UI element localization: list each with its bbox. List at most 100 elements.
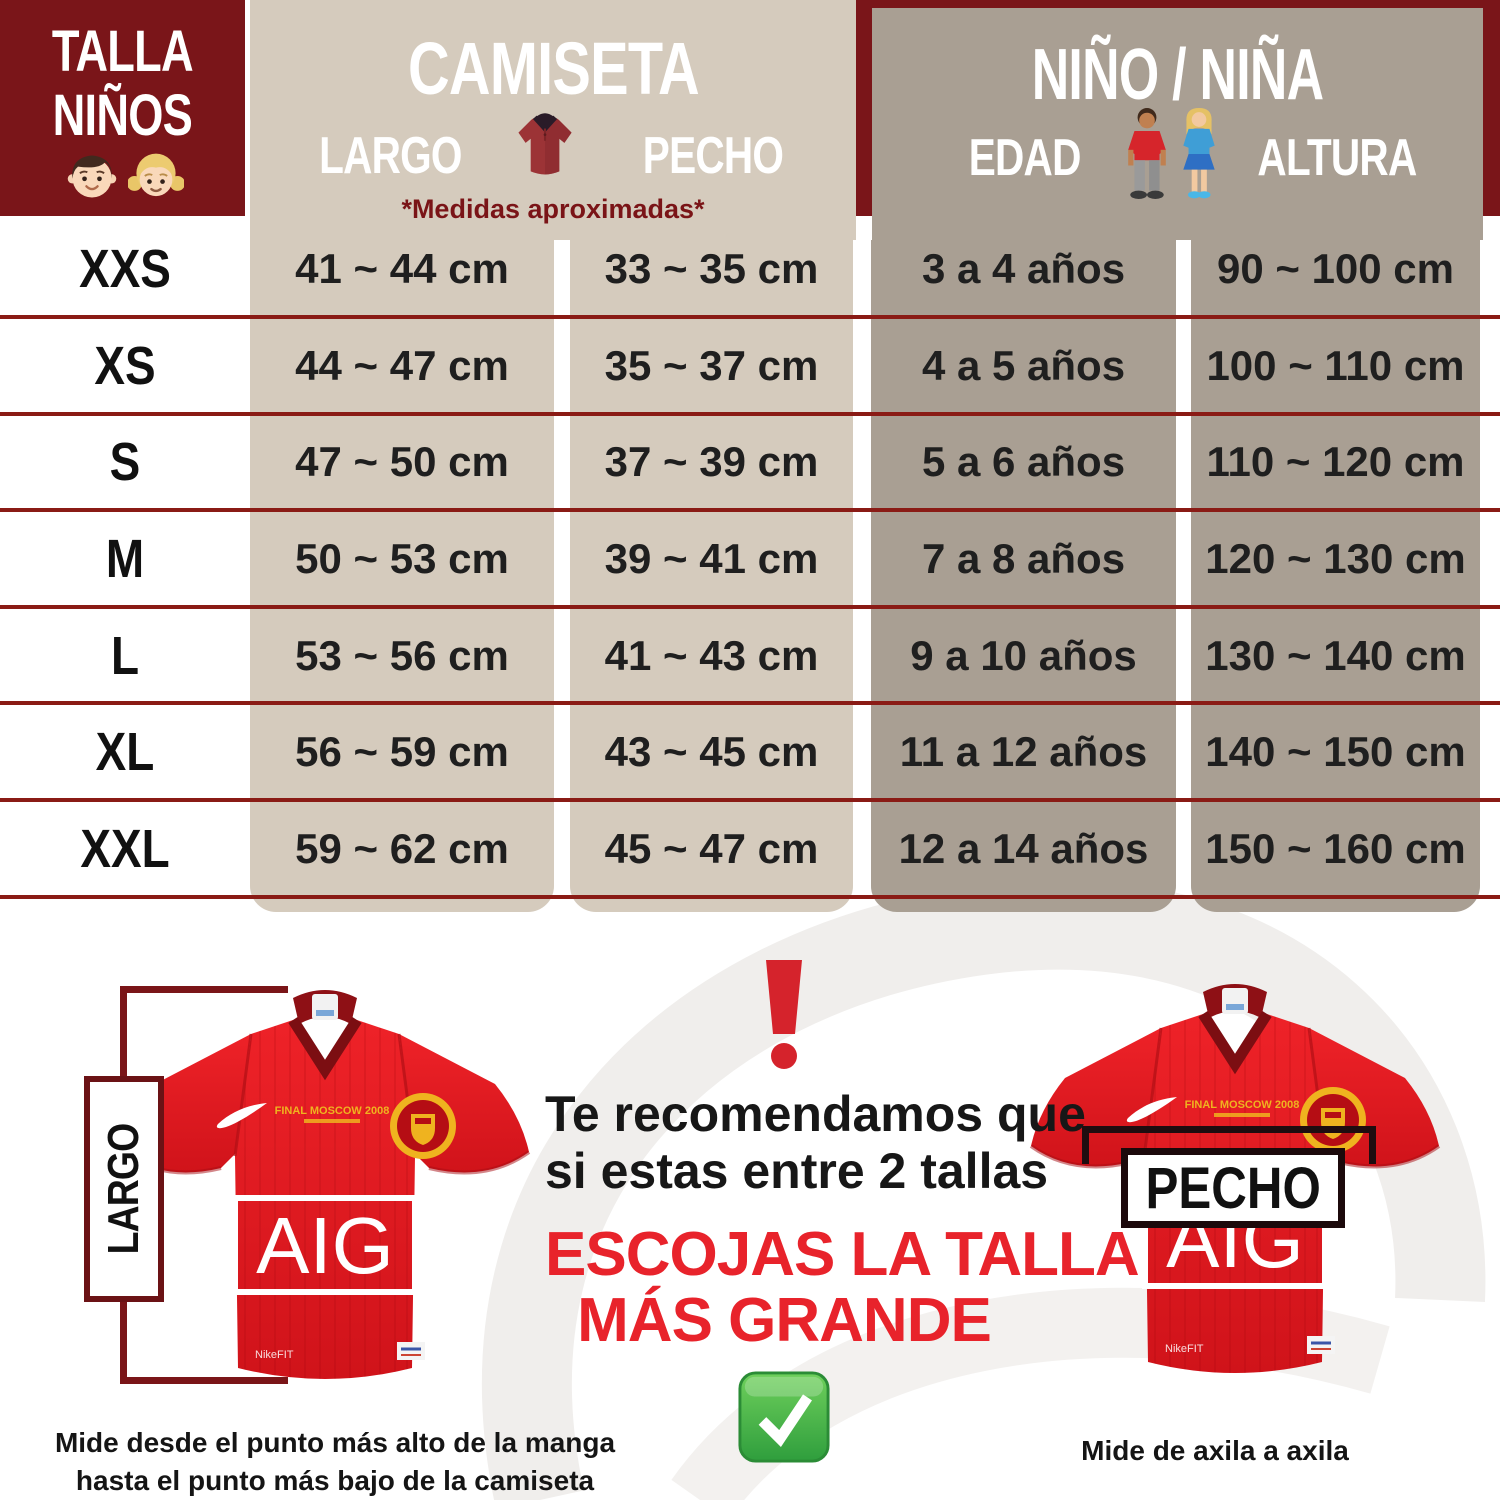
kids-emoji-group — [64, 148, 184, 206]
reco-highlight2: MÁS GRANDE — [577, 1286, 992, 1355]
woman-standing-emoji — [1183, 108, 1215, 199]
maroon-stripe-right — [1483, 0, 1500, 216]
pecho-label-box: PECHO — [1121, 1148, 1345, 1228]
pecho-value: 45 ~ 47 cm — [604, 824, 819, 872]
row-divider — [0, 895, 1500, 899]
size-column-header: TALLA NIÑOS — [0, 0, 245, 216]
reco-line2: si estas entre 2 tallas — [545, 1143, 1049, 1199]
largo-label-box: LARGO — [84, 1076, 164, 1302]
standing-kids-emoji-group — [1124, 104, 1234, 208]
size-label: M — [105, 528, 145, 589]
man-standing-emoji — [1128, 108, 1166, 199]
largo-bracket-top-arm — [120, 986, 288, 993]
largo-caption: Mide desde el punto más alto de la manga… — [35, 1424, 635, 1500]
maroon-stripe-left — [856, 0, 872, 216]
table-row: XS 44 ~ 47 cm 35 ~ 37 cm 4 a 5 años 100 … — [0, 318, 1500, 413]
row-divider — [0, 508, 1500, 512]
reco-line1-wrap: Te recomendamos que — [545, 1086, 1086, 1143]
sponsor-box — [232, 1195, 418, 1295]
reco-highlight2-wrap: MÁS GRANDE — [545, 1288, 1023, 1354]
red-exclamation-icon — [766, 960, 802, 1069]
row-divider — [0, 798, 1500, 802]
table-row: XXL 59 ~ 62 cm 45 ~ 47 cm 12 a 14 años 1… — [0, 801, 1500, 896]
club-crest-icon — [1300, 1087, 1366, 1153]
size-label: XXL — [80, 818, 170, 879]
pecho-caption: Mide de axila a axila — [1081, 1435, 1349, 1466]
pecho-value: 41 ~ 43 cm — [604, 631, 819, 679]
largo-value: 50 ~ 53 cm — [295, 534, 509, 582]
altura-value: 130 ~ 140 cm — [1205, 631, 1466, 679]
row-divider — [0, 701, 1500, 705]
table-row: S 47 ~ 50 cm 37 ~ 39 cm 5 a 6 años 110 ~… — [0, 414, 1500, 509]
green-check-icon — [738, 1371, 830, 1463]
camiseta-header: CAMISETA LARGO PECHO *Medidas aproximada… — [250, 0, 856, 240]
size-label: XL — [95, 721, 155, 782]
size-label: S — [109, 431, 141, 492]
edad-value: 5 a 6 años — [921, 437, 1126, 485]
nino-nina-header: NIÑO / NIÑA EDAD ALTUR — [872, 0, 1483, 240]
polo-shirt-emoji — [518, 113, 572, 175]
jersey-match-text: FINAL MOSCOW 2008 — [1185, 1099, 1300, 1111]
pecho-bracket-right-tick — [1369, 1126, 1376, 1164]
fit-label: NikeFIT — [1165, 1343, 1204, 1355]
pecho-bracket-left-tick — [1082, 1126, 1089, 1164]
altura-value: 90 ~ 100 cm — [1216, 244, 1455, 292]
pecho-value: 39 ~ 41 cm — [604, 534, 819, 582]
largo-value: 53 ~ 56 cm — [295, 631, 509, 679]
row-divider — [0, 412, 1500, 416]
row-divider — [0, 315, 1500, 319]
talla-title-line1: TALLA — [51, 19, 194, 84]
largo-caption-line2: hasta el punto más bajo de la camiseta — [75, 1465, 595, 1496]
table-row: XL 56 ~ 59 cm 43 ~ 45 cm 11 a 12 años 14… — [0, 704, 1500, 799]
size-label: XS — [94, 335, 156, 396]
pecho-value: 33 ~ 35 cm — [604, 244, 819, 292]
table-row: M 50 ~ 53 cm 39 ~ 41 cm 7 a 8 años 120 ~… — [0, 511, 1500, 606]
sponsor-text: AIG — [256, 1201, 394, 1290]
largo-bracket-bottom-arm — [120, 1377, 288, 1384]
edad-value: 7 a 8 años — [921, 534, 1126, 582]
largo-value: 47 ~ 50 cm — [295, 437, 509, 485]
jersey-front-right: FINAL MOSCOW 2008 AIG NikeFIT — [1029, 984, 1441, 1373]
nike-swoosh-icon — [1126, 1097, 1177, 1123]
camiseta-title: CAMISETA — [407, 27, 700, 110]
jersey-front-left: FINAL MOSCOW 2008 AIG NikeFIT — [119, 990, 531, 1379]
edad-value: 9 a 10 años — [910, 631, 1137, 679]
jersey-match-text: FINAL MOSCOW 2008 — [275, 1105, 390, 1117]
largo-value: 41 ~ 44 cm — [295, 244, 509, 292]
pecho-label-text: PECHO — [1145, 1155, 1321, 1221]
boy-emoji — [67, 155, 117, 198]
altura-value: 120 ~ 130 cm — [1205, 534, 1466, 582]
nike-swoosh-icon — [216, 1103, 267, 1129]
edad-value: 4 a 5 años — [921, 341, 1126, 389]
size-label: XXS — [79, 238, 171, 299]
pecho-bracket-line — [1082, 1126, 1376, 1133]
row-divider — [0, 605, 1500, 609]
fit-label: NikeFIT — [255, 1349, 294, 1361]
largo-label-text: LARGO — [99, 1123, 149, 1255]
pecho-value: 35 ~ 37 cm — [604, 341, 819, 389]
reco-line2-wrap: si estas entre 2 tallas — [545, 1143, 1048, 1200]
largo-value: 44 ~ 47 cm — [295, 341, 509, 389]
reco-highlight1-wrap: ESCOJAS LA TALLA — [545, 1222, 1140, 1288]
nino-nina-title: NIÑO / NIÑA — [1031, 35, 1324, 115]
talla-title-line2: NIÑOS — [52, 83, 193, 148]
altura-value: 150 ~ 160 cm — [1205, 824, 1466, 872]
size-label: L — [110, 625, 140, 686]
edad-value: 11 a 12 años — [899, 727, 1148, 775]
pecho-value: 43 ~ 45 cm — [604, 727, 819, 775]
table-row: L 53 ~ 56 cm 41 ~ 43 cm 9 a 10 años 130 … — [0, 608, 1500, 703]
measures-note: *Medidas aproximadas* — [401, 194, 705, 224]
largo-column-label: LARGO — [318, 127, 462, 185]
reco-line1: Te recomendamos que — [545, 1086, 1086, 1142]
edad-value: 12 a 14 años — [898, 824, 1149, 872]
largo-caption-line1: Mide desde el punto más alto de la manga — [54, 1427, 616, 1458]
altura-value: 140 ~ 150 cm — [1205, 727, 1466, 775]
altura-column-label: ALTURA — [1257, 129, 1417, 187]
reco-highlight1: ESCOJAS LA TALLA — [545, 1220, 1140, 1289]
altura-value: 110 ~ 120 cm — [1206, 437, 1465, 485]
recommendation-block: Te recomendamos que si estas entre 2 tal… — [545, 952, 1140, 1464]
pecho-value: 37 ~ 39 cm — [604, 437, 819, 485]
altura-value: 100 ~ 110 cm — [1206, 341, 1465, 389]
table-row: XXS 41 ~ 44 cm 33 ~ 35 cm 3 a 4 años 90 … — [0, 221, 1500, 316]
